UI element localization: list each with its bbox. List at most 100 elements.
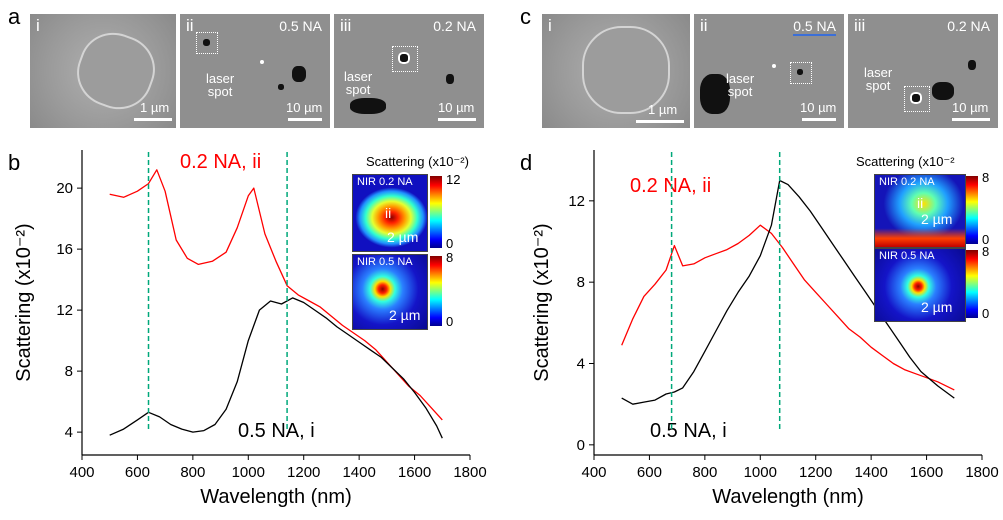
series-line-0 xyxy=(621,224,955,391)
colorbar-max: 8 xyxy=(446,250,454,265)
na-label: 0.5 NA xyxy=(793,18,836,36)
image-tag: i xyxy=(36,16,40,35)
panel-label-a: a xyxy=(8,4,21,29)
scale-label: 10 µm xyxy=(800,100,837,115)
x-tick-label: 1000 xyxy=(232,464,265,481)
inset-roman: ii xyxy=(385,205,392,221)
inset-roman: ii xyxy=(917,195,924,211)
y-tick-label: 20 xyxy=(56,180,73,197)
inset-label: NIR 0.5 NA xyxy=(879,250,935,262)
debris xyxy=(932,82,954,100)
chart-0: 400 600 800 1000 1200 1400 1600 180048121620Wav… xyxy=(13,150,487,508)
laser-spot-marker xyxy=(260,60,264,64)
y-axis-label: Scattering (x10⁻²) xyxy=(13,223,35,381)
x-tick-label: 800 xyxy=(180,464,205,481)
y-tick-label: 12 xyxy=(568,193,585,210)
optical-image-left-ii: ii 0.5 NA laser spot 10 µm xyxy=(180,14,330,128)
inset-label: NIR 0.5 NA xyxy=(357,256,413,268)
panel-label-d: d xyxy=(520,150,533,175)
inset-scale-label: 2 µm xyxy=(389,307,421,323)
colorbar xyxy=(966,250,978,318)
colorbar-max: 8 xyxy=(982,170,990,185)
series-label: 0.5 NA, i xyxy=(650,420,727,442)
image-tag: i xyxy=(548,16,552,35)
x-tick-label: 800 xyxy=(692,464,717,481)
colorbar xyxy=(430,256,442,326)
inset-label: NIR 0.2 NA xyxy=(357,176,413,188)
image-tag: ii xyxy=(186,16,194,35)
image-tag: iii xyxy=(854,16,866,35)
colorbar-min: 0 xyxy=(982,306,990,321)
particle-dot xyxy=(398,52,410,64)
nir-map-0.2na-right: NIR 0.2 NA ii 2 µm xyxy=(874,174,966,248)
x-tick-label: 1600 xyxy=(910,464,943,481)
nir-map-0.5na-left: NIR 0.5 NA 2 µm xyxy=(352,254,428,330)
colorbar-min: 0 xyxy=(982,232,990,247)
colorbar-min: 0 xyxy=(446,236,454,251)
x-tick-label: 1200 xyxy=(799,464,832,481)
x-tick-label: 600 xyxy=(125,464,150,481)
debris xyxy=(968,60,976,70)
colorbar xyxy=(430,176,442,248)
x-tick-label: 1800 xyxy=(965,464,998,481)
x-axis-label: Wavelength (nm) xyxy=(712,486,864,508)
debris xyxy=(278,84,284,90)
nir-map-0.5na-right: NIR 0.5 NA 2 µm xyxy=(874,248,966,322)
na-label: 0.2 NA xyxy=(433,18,476,34)
colorbar-max: 8 xyxy=(982,244,990,259)
x-tick-label: 400 xyxy=(581,464,606,481)
scale-label: 10 µm xyxy=(952,100,989,115)
laser-spot-label: laser spot xyxy=(344,69,373,97)
na-label: 0.5 NA xyxy=(279,18,322,34)
y-tick-label: 0 xyxy=(577,437,585,454)
y-tick-label: 16 xyxy=(56,241,73,258)
panel-label-c: c xyxy=(520,4,531,29)
particle-dot xyxy=(797,69,803,75)
x-tick-label: 400 xyxy=(69,464,94,481)
chart-1: 400 600 800 1000 1200 1400 1600 180004812Wavele… xyxy=(531,150,999,508)
scale-label: 1 µm xyxy=(140,100,170,115)
image-tag: ii xyxy=(700,16,708,35)
na-label: 0.2 NA xyxy=(947,18,990,34)
scale-label: 10 µm xyxy=(286,100,323,115)
target-box xyxy=(790,62,812,84)
laser-spot-label: laser spot xyxy=(726,71,755,99)
target-box xyxy=(196,32,218,54)
scale-bar xyxy=(288,118,322,121)
particle-dot xyxy=(203,39,210,46)
colorbar-min: 0 xyxy=(446,314,454,329)
x-tick-label: 1400 xyxy=(854,464,887,481)
y-tick-label: 4 xyxy=(65,424,73,441)
x-tick-label: 1800 xyxy=(453,464,486,481)
x-axis-label: Wavelength (nm) xyxy=(200,486,352,508)
scale-bar xyxy=(636,120,684,123)
series-label: 0.5 NA, i xyxy=(238,420,315,442)
scale-bar xyxy=(438,118,476,121)
optical-image-right-ii: ii 0.5 NA laser spot 10 µm xyxy=(694,14,844,128)
target-box xyxy=(392,46,418,72)
scale-bar xyxy=(802,118,836,121)
scale-label: 1 µm xyxy=(648,102,678,117)
colorbar xyxy=(966,176,978,244)
inset-colorbar-title: Scattering (x10⁻²) xyxy=(366,154,469,169)
scale-bar xyxy=(134,118,172,121)
inset-label: NIR 0.2 NA xyxy=(879,176,935,188)
y-tick-label: 4 xyxy=(577,356,585,373)
image-tag: iii xyxy=(340,16,352,35)
optical-image-left-iii: iii 0.2 NA laser spot 10 µm xyxy=(334,14,484,128)
laser-spot-label: laser spot xyxy=(864,65,893,93)
particle-shape xyxy=(582,26,670,114)
x-tick-label: 1400 xyxy=(342,464,375,481)
particle-dot xyxy=(910,92,922,104)
scale-bar xyxy=(952,118,990,121)
series-label: 0.2 NA, ii xyxy=(180,151,261,173)
nir-map-0.2na-left: NIR 0.2 NA ii 2 µm xyxy=(352,174,428,252)
y-tick-label: 8 xyxy=(65,363,73,380)
scale-label: 10 µm xyxy=(438,100,475,115)
debris xyxy=(446,74,454,84)
panel-label-b: b xyxy=(8,150,21,175)
inset-scale-label: 2 µm xyxy=(921,299,953,315)
x-tick-label: 1600 xyxy=(398,464,431,481)
series-label: 0.2 NA, ii xyxy=(630,175,711,197)
